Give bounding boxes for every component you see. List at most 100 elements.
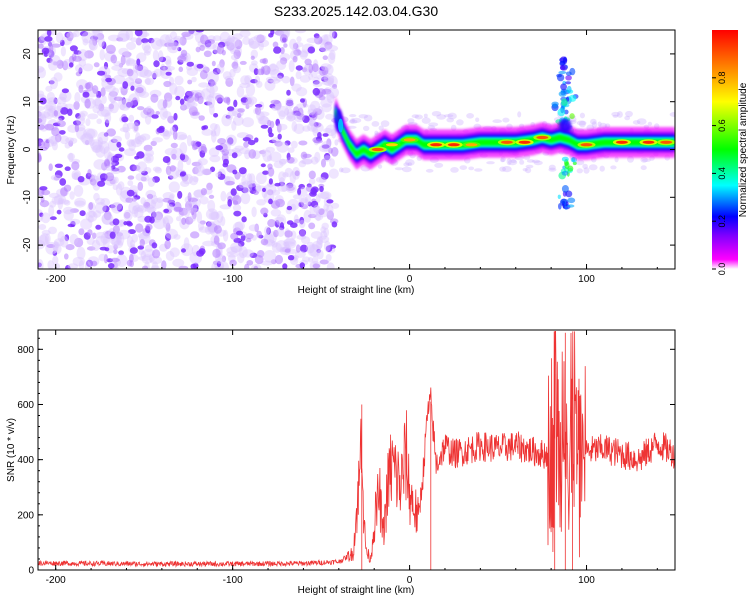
noise-blob (74, 92, 81, 104)
noise-blob (208, 211, 220, 221)
noise-blob (145, 149, 155, 157)
noise-blob (112, 135, 122, 143)
noise-blob (95, 145, 106, 158)
noise-blob (227, 35, 236, 43)
noise-blob (276, 60, 287, 71)
noise-blob (115, 183, 123, 196)
noise-blob (113, 244, 118, 250)
noise-blob (283, 238, 296, 245)
plume-blob (558, 70, 567, 75)
noise-blob (93, 159, 107, 170)
noise-blob (307, 108, 316, 116)
noise-blob (139, 69, 152, 78)
noise-blob (81, 31, 94, 44)
noise-blob (256, 172, 267, 185)
noise-blob (181, 173, 194, 185)
noise-blob (268, 132, 274, 138)
noise-blob (125, 30, 134, 41)
noise-blob (302, 153, 312, 158)
noise-blob (52, 250, 58, 256)
noise-blob (78, 260, 85, 269)
noise-blob (191, 111, 200, 116)
noise-blob (134, 207, 144, 219)
noise-blob (162, 65, 175, 72)
noise-blob (306, 37, 319, 44)
noise-blob (144, 77, 155, 86)
noise-blob (150, 93, 159, 103)
noise-blob (98, 103, 105, 112)
noise-blob (48, 163, 53, 171)
noise-blob (206, 182, 213, 191)
noise-blob (101, 41, 107, 50)
noise-blob (104, 247, 110, 252)
noise-blob (44, 36, 53, 42)
noise-blob (53, 72, 63, 82)
noise-blob (48, 80, 55, 85)
noise-blob (160, 63, 166, 76)
noise-blob (292, 43, 299, 50)
hot-spot-core (385, 143, 398, 147)
noise-blob (233, 49, 241, 60)
noise-blob (111, 65, 123, 71)
noise-blob (212, 248, 221, 258)
noise-blob (139, 238, 145, 247)
noise-blob (166, 41, 180, 54)
noise-blob (243, 141, 249, 148)
noise-blob (325, 113, 335, 120)
colorbar-axes: 0.0 0.2 0.4 0.6 0.8 (712, 72, 727, 275)
noise-blob (267, 155, 273, 162)
noise-blob (205, 39, 215, 45)
noise-blob (67, 223, 75, 228)
ridge-halo (588, 164, 598, 171)
noise-blob (71, 172, 79, 180)
ridge-halo (567, 116, 577, 123)
noise-blob (69, 137, 78, 144)
noise-blob (273, 46, 282, 54)
noise-blob (126, 122, 136, 129)
noise-blob (123, 221, 128, 226)
noise-blob (320, 63, 332, 71)
noise-blob (208, 147, 220, 157)
noise-blob (91, 141, 102, 153)
noise-blob (268, 198, 273, 205)
noise-blob (66, 31, 74, 42)
noise-blob (110, 138, 118, 143)
noise-blob (195, 30, 204, 33)
noise-blob (250, 79, 258, 84)
noise-blob (296, 87, 308, 97)
noise-blob (64, 166, 71, 171)
noise-blob (238, 182, 249, 189)
noise-blob (84, 98, 91, 109)
noise-blob (116, 203, 123, 212)
noise-blob (331, 128, 337, 139)
noise-blob (63, 209, 74, 221)
noise-blob (312, 240, 323, 251)
noise-blob (175, 95, 181, 101)
noise-blob (158, 50, 164, 62)
noise-blob (240, 97, 248, 103)
noise-blob (318, 95, 326, 101)
noise-blob (210, 211, 219, 221)
ridge-halo (576, 120, 587, 126)
noise-blob (143, 45, 152, 54)
noise-blob (290, 203, 297, 212)
noise-blob (141, 170, 148, 176)
noise-blob (147, 177, 156, 187)
noise-blob (85, 210, 98, 222)
noise-blob (265, 146, 276, 153)
noise-blob (241, 216, 247, 223)
noise-blob (112, 225, 120, 234)
noise-blob (203, 43, 217, 50)
noise-blob (125, 197, 133, 203)
noise-blob (276, 123, 282, 133)
noise-blob (121, 116, 129, 123)
noise-blob (78, 228, 85, 236)
noise-blob (321, 103, 332, 113)
noise-blob (47, 260, 54, 269)
noise-blob (323, 74, 331, 83)
noise-blob (237, 252, 245, 264)
noise-blob (105, 77, 112, 83)
ridge-halo (374, 130, 379, 136)
noise-blob (125, 101, 132, 108)
